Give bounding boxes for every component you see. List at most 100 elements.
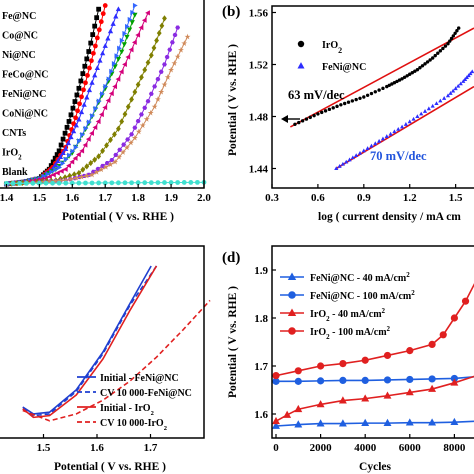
series-8-point-14: [83, 172, 90, 179]
b-series-1-point-3: [344, 159, 349, 164]
panel-b-ylabel: Potential ( V vs. RHE ): [227, 44, 239, 156]
y-tick-label-2: 1.52: [249, 60, 269, 72]
d-series-2-point-7: [405, 388, 414, 396]
b-series-0-point-46: [441, 46, 445, 51]
series-3-point-39: [129, 20, 135, 25]
d-series-1-point-1: [294, 377, 302, 385]
b-series-0-point-41: [428, 58, 432, 62]
legend-c-sub-3: 2: [164, 425, 167, 432]
series-4-point-40: [132, 2, 138, 9]
series-0-point-22: [60, 136, 66, 142]
series-1-point-38: [98, 19, 104, 25]
legend-c-label-0: Initial - FeNi@NC: [100, 373, 179, 384]
b-series-0-point-44: [436, 51, 440, 55]
annotation-63: 63 mV/dec: [288, 88, 345, 102]
b-series-1-point-25: [426, 106, 431, 111]
series-9-point-27: [181, 180, 187, 185]
series-7-point-26: [132, 125, 138, 130]
series-5-point-40: [145, 10, 150, 16]
series-5-point-37: [135, 32, 141, 38]
series-9-point-13: [89, 180, 95, 186]
b-series-1-point-9: [365, 146, 370, 150]
b-series-1-point-38: [464, 75, 469, 80]
series-2-point-25: [76, 116, 82, 122]
b-series-1-point-31: [448, 91, 453, 95]
series-1-point-25: [73, 115, 78, 121]
series-6-point-14: [71, 171, 77, 178]
b-series-0-point-20: [369, 91, 374, 96]
b-series-0-point-7: [320, 110, 324, 115]
series-2-point-22: [68, 134, 74, 140]
series-4-point-20: [73, 144, 79, 150]
b-series-0-point-32: [405, 74, 409, 78]
b-series-0-point-38: [420, 64, 425, 68]
d-series-1-point-0: [272, 377, 280, 385]
series-8-point-37: [174, 53, 181, 60]
series-6-point-13: [67, 172, 73, 180]
b-series-0-point-52: [453, 31, 457, 35]
series-5-point-32: [118, 69, 124, 75]
series-8-point-25: [131, 134, 138, 141]
series-8-point-23: [123, 144, 130, 151]
series-7-point-33: [155, 77, 161, 82]
series-2-point-20: [63, 146, 69, 151]
series-4-point-23: [83, 125, 89, 132]
series-8-point-24: [127, 139, 134, 146]
d-series-0-point-5: [383, 418, 392, 426]
x-tick-label-0: 0: [273, 442, 279, 454]
legend-d-marker-0: [287, 272, 297, 281]
series-6-point-19: [92, 156, 98, 163]
b-series-1-point-35: [458, 81, 463, 86]
series-2-point-36: [105, 35, 111, 41]
series-2-point-39: [113, 13, 119, 19]
series-0-point-30: [76, 85, 82, 91]
series-4-point-16: [60, 160, 66, 167]
d-series-3-point-6: [406, 347, 414, 355]
legend-d-sup-0: 2: [406, 271, 410, 279]
b-series-1-point-37: [462, 77, 468, 81]
legend-a-label-0: Fe@NC: [2, 11, 36, 22]
series-8-point-35: [168, 66, 175, 73]
b-series-0-point-19: [365, 93, 370, 97]
b-series-0-point-5: [312, 113, 316, 118]
b-series-1-point-27: [434, 101, 439, 106]
c-series-line-2: [22, 265, 158, 419]
legend-a-label-7: IrO2: [2, 148, 22, 162]
d-series-3-point-8: [439, 331, 447, 339]
b-series-1-point-7: [357, 150, 363, 155]
series-4-point-35: [119, 37, 125, 44]
series-9-point-15: [102, 180, 108, 186]
x-tick-label-6: 2.0: [197, 192, 211, 204]
b-series-0-point-50: [449, 36, 454, 41]
legend-b-marker-0: [297, 40, 305, 48]
d-series-2-point-0: [272, 416, 280, 425]
b-series-0-point-9: [327, 107, 332, 112]
legend-d-sub-2: 2: [326, 315, 330, 323]
series-5-point-17: [69, 159, 75, 165]
series-1-point-39: [100, 11, 106, 17]
series-4-point-24: [86, 119, 92, 125]
series-9-point-29: [195, 179, 200, 185]
series-9-point-1: [10, 181, 16, 186]
b-series-0-point-47: [443, 44, 448, 48]
b-series-0-point-0: [293, 122, 297, 127]
series-3-point-40: [132, 12, 138, 18]
x-tick-label-4: 1.5: [449, 192, 463, 204]
panel-c: 1.5 1.6 1.7 Potential ( V vs. RHE ) Initial …: [0, 245, 211, 473]
legend-a-label-1: Co@NC: [2, 31, 38, 42]
b-series-0-point-25: [387, 83, 392, 88]
b-series-1-point-24: [422, 109, 428, 113]
series-6-point-30: [132, 88, 138, 96]
series-5-point-13: [54, 170, 60, 176]
series-5-point-22: [85, 136, 91, 142]
series-9-point-7: [50, 180, 55, 186]
series-4-point-36: [122, 30, 128, 37]
series-0-point-29: [74, 92, 80, 98]
series-9-point-18: [122, 180, 128, 186]
legend-d-label-3: IrO2 - 100 mA/cm2: [310, 325, 391, 341]
b-series-0-point-16: [354, 97, 358, 102]
series-6-point-39: [159, 22, 165, 29]
b-series-0-point-35: [413, 69, 417, 73]
legend-c-label-3: CV 10 000-IrO2: [100, 418, 167, 432]
